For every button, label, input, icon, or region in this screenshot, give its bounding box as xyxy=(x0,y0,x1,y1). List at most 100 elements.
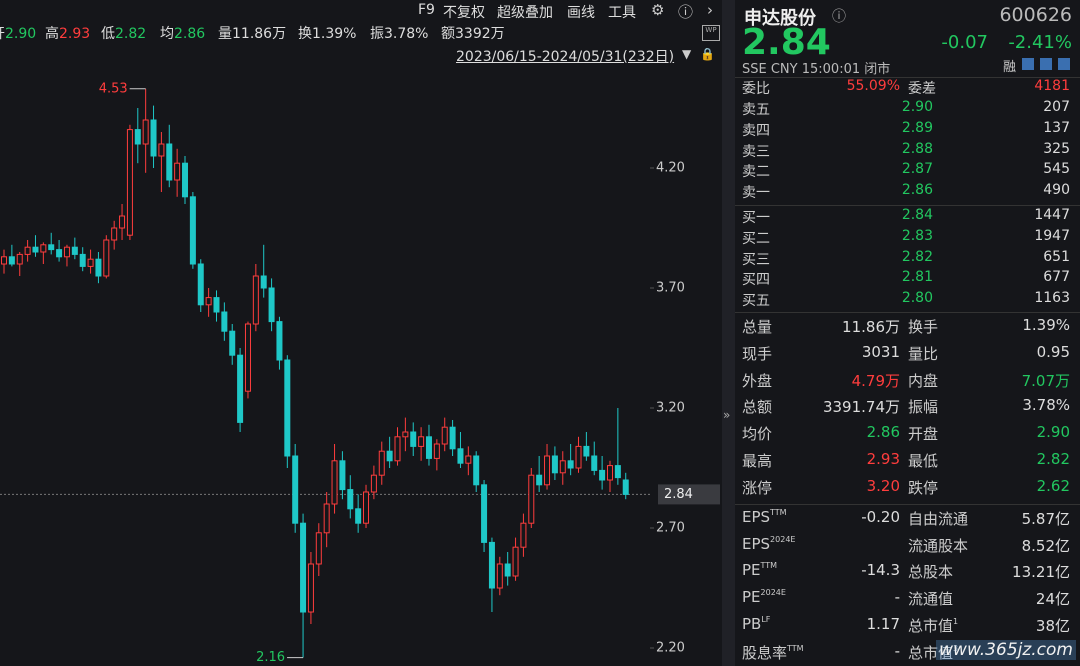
candle-body xyxy=(260,275,267,289)
candle-body xyxy=(182,162,189,198)
y-tick-label: 3.70 xyxy=(656,281,685,296)
candle-body xyxy=(583,445,590,457)
candle-body xyxy=(213,297,220,313)
candle-body xyxy=(40,244,47,253)
detail-label-sup: 3 xyxy=(953,643,959,653)
candle-body xyxy=(402,431,409,438)
book-label: 买五 xyxy=(742,293,770,310)
tool-icon[interactable] xyxy=(1022,58,1034,70)
candle-body xyxy=(268,287,275,323)
book-price: 2.82 xyxy=(901,248,933,265)
collapse-button[interactable]: » xyxy=(723,408,731,422)
detail-label-text: PB xyxy=(742,614,762,633)
candle-body xyxy=(465,455,472,464)
stat-label: 低 xyxy=(101,26,115,42)
detail-label-sup: TTM xyxy=(760,561,778,571)
candle-body xyxy=(433,443,440,459)
candle-body xyxy=(536,474,543,486)
next-icon[interactable]: › xyxy=(707,1,713,19)
stat: 量11.86万 xyxy=(218,23,286,43)
book-price: 2.88 xyxy=(901,140,933,157)
tool-icon[interactable] xyxy=(1058,58,1070,70)
change-pct: -2.41% xyxy=(1008,32,1072,53)
detail-label: 总额 xyxy=(742,396,772,417)
toolbar-item[interactable]: 不复权 xyxy=(443,5,485,21)
detail-label: 振幅 xyxy=(908,396,938,417)
last-price-label: 2.84 xyxy=(664,487,693,502)
info-icon[interactable]: ⓘ xyxy=(832,9,846,25)
candle-body xyxy=(622,479,629,495)
tool-icon[interactable] xyxy=(1040,58,1052,70)
book-price: 2.84 xyxy=(901,207,933,223)
book-volume: 1947 xyxy=(1034,227,1070,244)
toolbar-item[interactable]: 超级叠加 xyxy=(497,5,553,21)
toolbar-item[interactable]: 工具 xyxy=(608,5,636,21)
book-label: 买四 xyxy=(742,272,770,289)
candle-body xyxy=(56,249,63,258)
detail-label: 总市值1 xyxy=(908,615,958,636)
detail-label-text: PE xyxy=(742,588,761,607)
detail-label-text: 开盘 xyxy=(908,425,939,444)
price: 2.84 xyxy=(742,22,831,63)
candle-body xyxy=(221,311,228,332)
stat: 高2.93 xyxy=(45,23,90,43)
toolbar-item[interactable]: 画线 xyxy=(567,5,595,21)
candle-body xyxy=(237,354,244,423)
separator xyxy=(735,504,1080,505)
candle-body xyxy=(418,436,425,447)
candle-body xyxy=(567,460,574,469)
candle-body xyxy=(410,431,417,447)
settings-icon[interactable]: ⚙ xyxy=(651,1,665,19)
candle-body xyxy=(197,263,204,306)
book-volume: 207 xyxy=(1043,99,1070,115)
separator xyxy=(735,77,1080,78)
min-label: 2.16 xyxy=(256,650,285,665)
lock-icon[interactable]: 🔒 xyxy=(700,47,715,61)
stat-value: 2.90 xyxy=(5,26,37,42)
candle-body xyxy=(323,503,330,534)
book-volume: 1447 xyxy=(1034,207,1070,223)
detail-value: 2.90 xyxy=(1036,423,1070,442)
stat-label: 振 xyxy=(370,26,384,42)
stock-code: 600626 xyxy=(999,4,1072,26)
wp-icon[interactable]: WP xyxy=(702,25,720,41)
detail-label: EPS2024E xyxy=(742,535,795,553)
candle-body xyxy=(544,455,551,486)
candle-body xyxy=(512,546,519,577)
detail-label-text: 自由流通 xyxy=(908,510,969,528)
stat: 额3392万 xyxy=(441,23,505,43)
detail-label-text: 最高 xyxy=(742,452,773,470)
help-icon[interactable]: ⓘ xyxy=(678,3,694,21)
detail-label: 换手 xyxy=(908,316,938,337)
candle-body xyxy=(315,532,322,565)
detail-label-text: 流通股本 xyxy=(908,536,969,555)
candle-body xyxy=(126,129,133,236)
book-price: 2.83 xyxy=(901,227,933,244)
dropdown-icon[interactable]: ▼ xyxy=(682,47,692,61)
candle-body xyxy=(166,143,173,181)
detail-value: -14.3 xyxy=(861,561,900,580)
detail-label: PBLF xyxy=(742,615,770,633)
detail-label: 最低 xyxy=(908,450,938,471)
detail-label: 均价 xyxy=(742,423,772,444)
detail-label-text: EPS xyxy=(742,508,771,526)
candle-body xyxy=(95,258,102,277)
detail-label-text: 总股本 xyxy=(908,563,954,582)
detail-value: 24亿 xyxy=(1035,590,1070,609)
detail-value: 8.52亿 xyxy=(1021,536,1070,555)
detail-label: 涨停 xyxy=(742,477,772,498)
detail-value: 3.20 xyxy=(866,476,900,495)
detail-value: 1.39% xyxy=(1022,316,1070,334)
detail-label-text: 股息率 xyxy=(742,643,788,662)
candle-body xyxy=(103,239,110,277)
detail-value: 4.79万 xyxy=(851,371,900,390)
candle-body xyxy=(292,455,299,524)
book-volume: 1163 xyxy=(1034,290,1070,307)
ratio-label: 委比 xyxy=(742,81,770,97)
candle-body xyxy=(276,321,283,361)
detail-label-text: 外盘 xyxy=(742,371,773,390)
candle-body xyxy=(134,129,141,145)
book-price: 2.87 xyxy=(901,161,933,178)
toolbar-item[interactable]: F9 xyxy=(418,2,435,18)
diff-value: 4181 xyxy=(1034,78,1070,94)
